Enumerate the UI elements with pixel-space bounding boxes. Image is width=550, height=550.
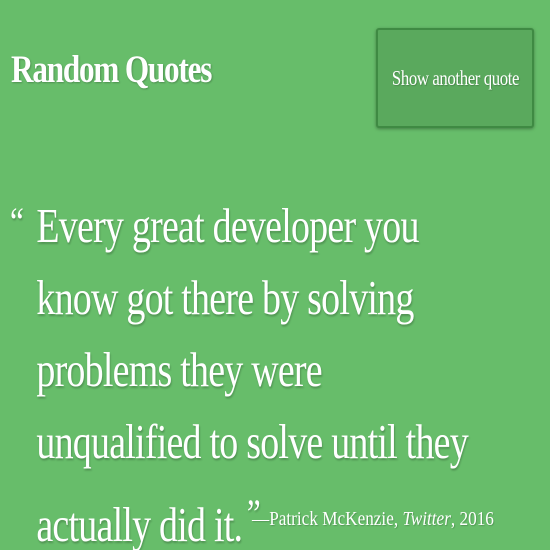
quote-body: Every great developer you know got there… bbox=[36, 198, 468, 550]
close-quote-mark: ” bbox=[246, 491, 261, 536]
attribution-author: —Patrick McKenzie, bbox=[252, 508, 403, 530]
header: Random Quotes Show another quote bbox=[0, 0, 550, 150]
attribution-year: , 2016 bbox=[450, 508, 494, 530]
quote-attribution: —Patrick McKenzie, Twitter, 2016 bbox=[252, 508, 494, 531]
page-title: Random Quotes bbox=[11, 48, 212, 91]
show-another-quote-button[interactable]: Show another quote bbox=[376, 28, 534, 128]
open-quote-mark: “ bbox=[10, 199, 24, 244]
quote-text: “ Every great developer you know got the… bbox=[10, 190, 483, 550]
attribution-source: Twitter bbox=[402, 508, 451, 530]
show-another-quote-label: Show another quote bbox=[391, 65, 519, 90]
